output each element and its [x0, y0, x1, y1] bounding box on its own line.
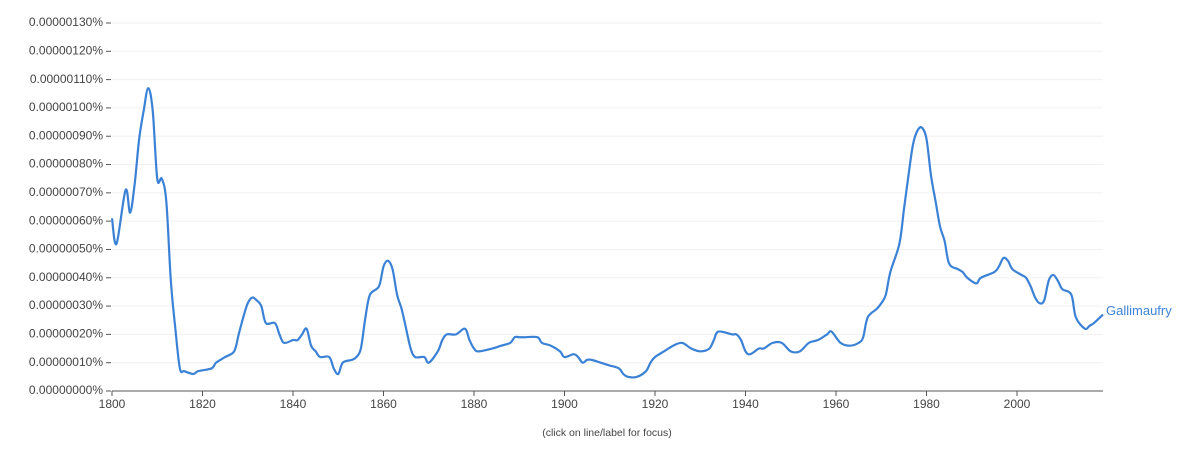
x-tick-label: 1920 — [642, 397, 669, 411]
y-tick-label: 0.00000130% — [29, 15, 103, 29]
x-tick-label: 1880 — [461, 397, 488, 411]
x-tick-label: 1980 — [913, 397, 940, 411]
x-tick-label: 1800 — [99, 397, 126, 411]
series-line[interactable] — [110, 87, 1104, 379]
focus-note: (click on line/label for focus) — [542, 427, 672, 439]
x-tick-label: 1840 — [280, 397, 307, 411]
y-tick-label: 0.00000020% — [29, 327, 103, 341]
y-tick-label: 0.00000090% — [29, 128, 103, 142]
y-tick-label: 0.00000080% — [29, 157, 103, 171]
y-tick-label: 0.00000100% — [29, 100, 103, 114]
y-tick-label: 0.00000060% — [29, 213, 103, 227]
x-tick-label: 1860 — [370, 397, 397, 411]
y-tick-label: 0.00000070% — [29, 185, 103, 199]
y-tick-label: 0.00000040% — [29, 270, 103, 284]
x-tick-label: 1940 — [732, 397, 759, 411]
y-tick-label: 0.00000110% — [30, 72, 104, 86]
y-tick-label: 0.00000030% — [29, 298, 103, 312]
y-tick-label: 0.00000010% — [29, 355, 103, 369]
x-tick-label: 1960 — [823, 397, 850, 411]
x-tick-label: 1900 — [551, 397, 578, 411]
x-tick-label: 2000 — [1004, 397, 1031, 411]
y-tick-label: 0.00000050% — [29, 242, 103, 256]
y-tick-label: 0.00000120% — [29, 43, 103, 57]
series-label[interactable]: Gallimaufry — [1106, 303, 1172, 318]
y-tick-label: 0.00000000% — [29, 383, 103, 397]
x-tick-label: 1820 — [189, 397, 216, 411]
